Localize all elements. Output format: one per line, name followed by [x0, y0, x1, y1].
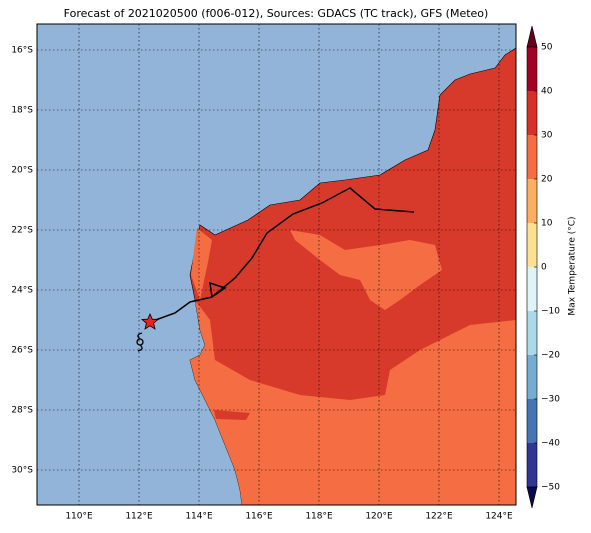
- map: [36, 23, 517, 506]
- colorbar-tick-label: −10: [541, 307, 560, 317]
- land-red: [214, 410, 250, 420]
- colorbar-bin: [527, 311, 537, 355]
- lon-label: 116°E: [245, 512, 273, 522]
- lon-label: 110°E: [65, 512, 93, 522]
- lon-label: 112°E: [125, 512, 153, 522]
- tc-position-star: [140, 313, 160, 330]
- lat-label: 30°S: [11, 466, 33, 476]
- lat-label: 28°S: [11, 406, 33, 416]
- tc-track: [149, 187, 415, 323]
- colorbar-tick-label: −40: [541, 439, 560, 449]
- tc-track-loop: [209, 281, 227, 298]
- colorbar-tick-label: 20: [541, 175, 553, 185]
- colorbar-bin: [527, 47, 537, 91]
- lat-label: 16°S: [11, 46, 33, 56]
- colorbar-bin: [527, 399, 537, 443]
- colorbar-tick-label: 50: [541, 43, 553, 53]
- land-orange: [190, 300, 516, 505]
- lat-label: 18°S: [11, 106, 33, 116]
- colorbar-bin: [527, 179, 537, 223]
- colorbar-tick-label: −30: [541, 395, 560, 405]
- colorbar-tick-label: 40: [541, 87, 553, 97]
- colorbar-extend: [526, 486, 538, 509]
- lon-label: 118°E: [305, 512, 333, 522]
- lon-label: 122°E: [425, 512, 453, 522]
- colorbar-tick-label: 30: [541, 131, 553, 141]
- lat-label: 24°S: [11, 286, 33, 296]
- land-orange: [290, 230, 442, 310]
- lat-label: 22°S: [11, 226, 33, 236]
- lat-label: 20°S: [11, 166, 33, 176]
- cyclone-symbol: [136, 332, 144, 352]
- map-frame: [36, 23, 517, 506]
- colorbar-bin: [527, 355, 537, 399]
- colorbar-bin: [527, 91, 537, 135]
- lat-labels: 16°S 18°S 20°S 22°S 24°S 26°S 28°S 30°S: [11, 46, 33, 476]
- lat-label: 26°S: [11, 346, 33, 356]
- colorbar-tick-label: −20: [541, 351, 560, 361]
- map-title: Forecast of 2021020500 (f006-012), Sourc…: [64, 7, 489, 20]
- colorbar-extend: [526, 25, 538, 48]
- land-orange: [191, 228, 212, 300]
- colorbar-tick-label: 0: [541, 263, 547, 273]
- lon-labels: 110°E 112°E 114°E 116°E 118°E 120°E 122°E 124°E: [65, 512, 513, 522]
- colorbar: 50 40 30 20 10 0 −10 −20 −30 −40 −50: [526, 25, 560, 509]
- colorbar-bin: [527, 443, 537, 487]
- colorbar-tick-label: −50: [541, 483, 560, 493]
- colorbar-label: Max Temperature (°C): [568, 216, 578, 315]
- lon-label: 114°E: [185, 512, 213, 522]
- colorbar-bin: [527, 223, 537, 267]
- graticule: [37, 24, 516, 505]
- colorbar-bin: [527, 135, 537, 179]
- colorbar-bin: [527, 267, 537, 311]
- colorbar-tick-label: 10: [541, 219, 553, 229]
- lon-label: 124°E: [485, 512, 513, 522]
- lon-label: 120°E: [365, 512, 393, 522]
